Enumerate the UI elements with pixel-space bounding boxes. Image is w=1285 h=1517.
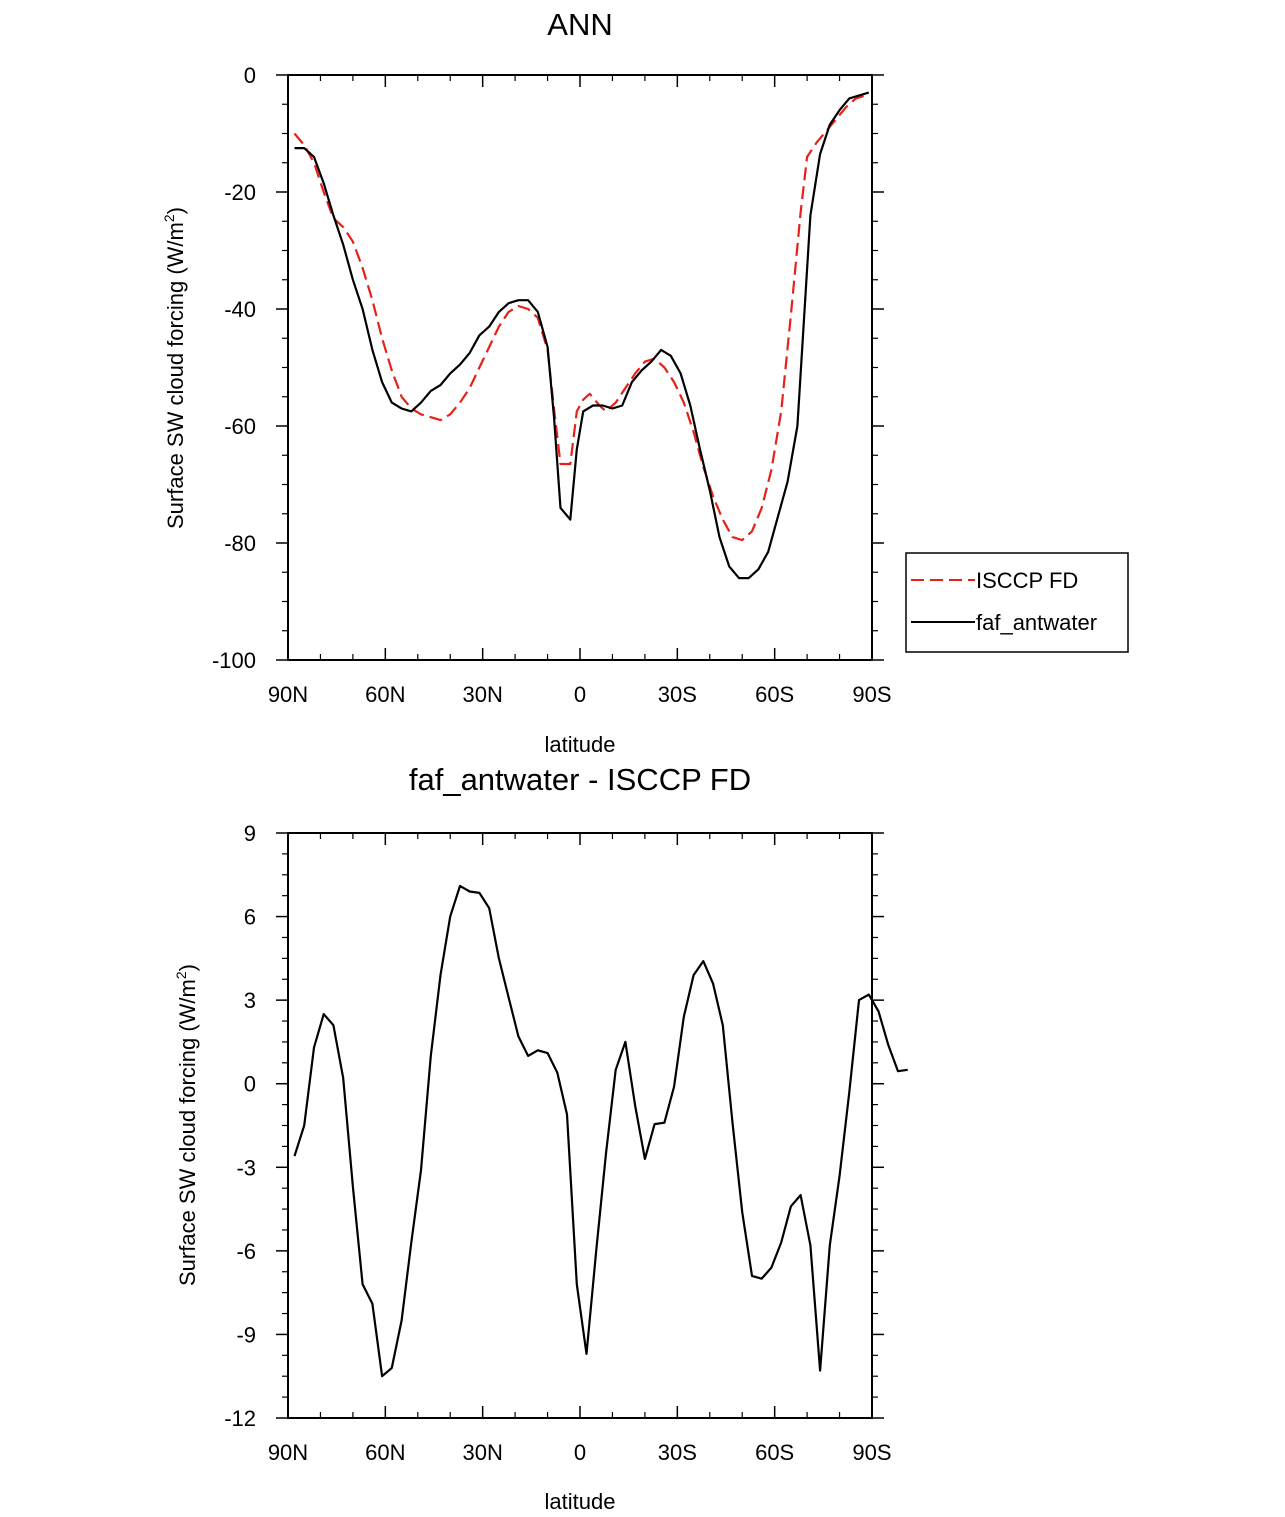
top-chart-series — [293, 91, 870, 580]
y-tick-label: 6 — [244, 905, 256, 930]
top-chart-frame — [287, 74, 873, 661]
series-line-faf-antwater — [294, 91, 870, 580]
top-chart-legend: ISCCP FD faf_antwater — [905, 552, 1129, 653]
y-tick-label: 0 — [244, 1072, 256, 1097]
top-chart-tick-labels: 90N 60N 30N 0 30S 60S 90S 0 -20 -40 -60 -80 -100 — [212, 63, 892, 707]
bottom-chart-ticks — [276, 832, 884, 1419]
x-tick-label: 90N — [268, 1440, 308, 1465]
top-chart-panel: ANN 90N 60N 30N 0 30S 60S 90S 0 -20 -40 -60 -80 -100… — [161, 7, 1129, 757]
y-tick-label: -12 — [224, 1406, 256, 1431]
bottom-chart-frame — [287, 832, 873, 1419]
bottom-chart-series — [293, 884, 908, 1378]
x-tick-label: 60S — [755, 682, 794, 707]
legend-box — [905, 552, 1129, 653]
bottom-chart-title: faf_antwater - ISCCP FD — [409, 762, 751, 797]
bottom-chart-panel: faf_antwater - ISCCP FD 90N 60N 30N 0 30S 60S… — [173, 762, 908, 1514]
x-tick-label: 90S — [852, 682, 891, 707]
y-tick-label: -40 — [224, 297, 256, 322]
y-tick-label: 9 — [244, 821, 256, 846]
bottom-chart-tick-labels: 90N 60N 30N 0 30S 60S 90S 9 6 3 0 -3 -6 -9 -12 — [224, 821, 891, 1465]
legend-label-faf-antwater: faf_antwater — [976, 610, 1097, 635]
bottom-chart-x-axis-label: latitude — [545, 1489, 616, 1514]
y-tick-label: -60 — [224, 414, 256, 439]
x-tick-label: 60S — [755, 1440, 794, 1465]
x-tick-label: 30N — [462, 682, 502, 707]
x-tick-label: 0 — [574, 1440, 586, 1465]
x-tick-label: 30N — [462, 1440, 502, 1465]
y-tick-label: -100 — [212, 648, 256, 673]
top-chart-ticks — [276, 74, 884, 661]
top-chart-title: ANN — [547, 7, 612, 42]
bottom-chart-y-axis-label: Surface SW cloud forcing (W/m2) — [173, 964, 200, 1286]
x-tick-label: 30S — [658, 1440, 697, 1465]
x-tick-label: 60N — [365, 682, 405, 707]
x-tick-label: 60N — [365, 1440, 405, 1465]
y-tick-label: -9 — [236, 1322, 256, 1347]
y-tick-label: -3 — [236, 1155, 256, 1180]
x-tick-label: 0 — [574, 682, 586, 707]
series-line-difference — [293, 884, 908, 1378]
top-chart-y-axis-label: Surface SW cloud forcing (W/m2) — [161, 207, 188, 529]
x-tick-label: 90N — [268, 682, 308, 707]
legend-label-isccp-fd: ISCCP FD — [976, 568, 1078, 593]
top-chart-x-axis-label: latitude — [545, 732, 616, 757]
y-tick-label: -80 — [224, 531, 256, 556]
x-tick-label: 90S — [852, 1440, 891, 1465]
y-tick-label: -20 — [224, 180, 256, 205]
y-tick-label: 0 — [244, 63, 256, 88]
y-tick-label: -6 — [236, 1239, 256, 1264]
series-line-isccp-fd — [293, 94, 866, 542]
y-tick-label: 3 — [244, 988, 256, 1013]
x-tick-label: 30S — [658, 682, 697, 707]
